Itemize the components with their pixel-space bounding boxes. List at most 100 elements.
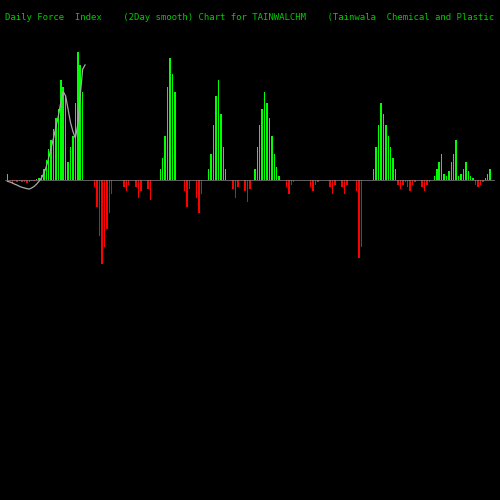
Bar: [278, 176, 280, 180]
Bar: [24, 180, 25, 182]
Bar: [14, 180, 16, 182]
Bar: [480, 180, 481, 184]
Bar: [169, 58, 170, 180]
Bar: [138, 180, 139, 198]
Bar: [247, 180, 248, 203]
Bar: [172, 74, 173, 180]
Bar: [36, 179, 38, 180]
Bar: [312, 180, 314, 192]
Bar: [53, 129, 54, 180]
Bar: [271, 136, 272, 180]
Bar: [460, 174, 462, 180]
Bar: [310, 180, 312, 187]
Bar: [482, 180, 484, 182]
Bar: [330, 180, 331, 187]
Bar: [60, 80, 62, 180]
Bar: [34, 180, 35, 181]
Bar: [274, 154, 275, 180]
Bar: [290, 180, 292, 184]
Bar: [50, 140, 52, 180]
Bar: [237, 180, 238, 187]
Bar: [218, 80, 219, 180]
Bar: [264, 92, 266, 180]
Bar: [210, 154, 212, 180]
Bar: [104, 180, 105, 246]
Bar: [266, 102, 268, 180]
Bar: [164, 136, 166, 180]
Bar: [470, 176, 472, 180]
Bar: [404, 180, 406, 182]
Bar: [174, 92, 176, 180]
Bar: [462, 169, 464, 180]
Bar: [46, 160, 47, 180]
Bar: [216, 96, 217, 180]
Bar: [19, 180, 20, 182]
Bar: [458, 176, 460, 180]
Bar: [31, 180, 32, 182]
Bar: [487, 174, 488, 180]
Bar: [6, 174, 8, 180]
Bar: [453, 154, 454, 180]
Bar: [82, 92, 84, 180]
Bar: [402, 180, 404, 184]
Bar: [213, 125, 214, 180]
Bar: [259, 125, 260, 180]
Bar: [392, 158, 394, 180]
Bar: [410, 180, 411, 192]
Bar: [234, 180, 236, 198]
Bar: [441, 154, 442, 180]
Bar: [148, 180, 149, 189]
Bar: [475, 180, 476, 184]
Bar: [254, 169, 256, 180]
Bar: [342, 180, 343, 187]
Bar: [58, 110, 59, 180]
Bar: [244, 180, 246, 192]
Bar: [315, 180, 316, 184]
Bar: [436, 169, 438, 180]
Bar: [99, 180, 100, 236]
Bar: [397, 180, 398, 184]
Bar: [102, 180, 103, 264]
Bar: [96, 180, 98, 207]
Bar: [276, 167, 278, 180]
Bar: [286, 180, 287, 187]
Bar: [43, 169, 44, 180]
Bar: [188, 180, 190, 189]
Bar: [317, 180, 318, 182]
Bar: [465, 162, 466, 180]
Bar: [40, 174, 42, 180]
Bar: [344, 180, 346, 194]
Bar: [412, 180, 414, 184]
Bar: [68, 162, 69, 180]
Bar: [446, 176, 447, 180]
Bar: [424, 180, 426, 192]
Bar: [232, 180, 234, 189]
Bar: [414, 180, 416, 182]
Bar: [468, 172, 469, 180]
Bar: [48, 149, 50, 180]
Bar: [186, 180, 188, 207]
Bar: [150, 180, 152, 200]
Bar: [395, 169, 396, 180]
Bar: [373, 169, 374, 180]
Bar: [450, 162, 452, 180]
Bar: [262, 110, 263, 180]
Bar: [472, 178, 474, 180]
Bar: [361, 180, 362, 246]
Bar: [38, 178, 40, 180]
Bar: [358, 180, 360, 258]
Bar: [80, 65, 81, 180]
Bar: [484, 178, 486, 180]
Bar: [16, 180, 18, 182]
Bar: [70, 147, 71, 180]
Bar: [334, 180, 336, 184]
Bar: [490, 169, 491, 180]
Bar: [448, 172, 450, 180]
Bar: [293, 180, 294, 182]
Bar: [256, 147, 258, 180]
Bar: [220, 114, 222, 180]
Bar: [422, 180, 423, 187]
Bar: [12, 180, 13, 184]
Bar: [201, 180, 202, 194]
Bar: [196, 180, 198, 198]
